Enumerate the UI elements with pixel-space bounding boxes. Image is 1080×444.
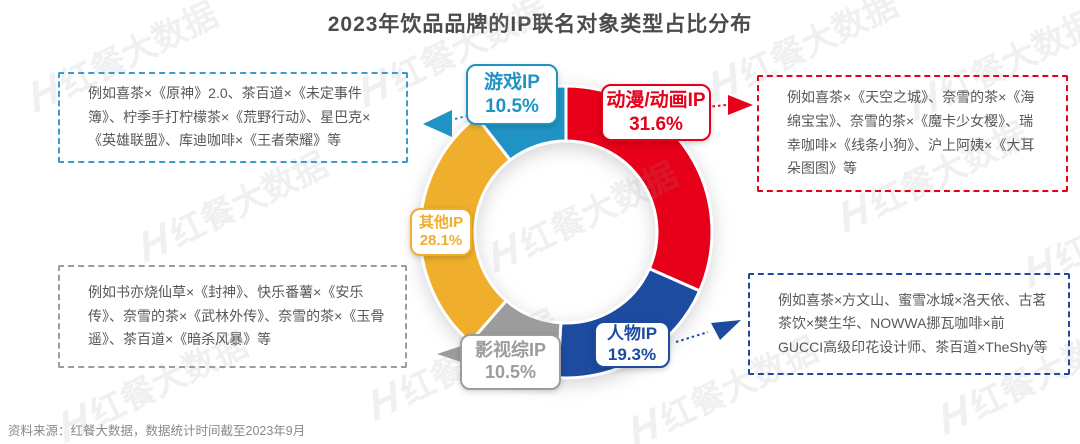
segment-label-anime: 动漫/动画IP 31.6% [601,84,711,141]
example-box-person: 例如喜茶×方文山、蜜雪冰城×洛天依、古茗茶饮×樊生华、NOWWA挪瓦咖啡×前GU… [748,273,1070,375]
example-box-game: 例如喜茶×《原神》2.0、茶百道×《未定事件簿》、柠季手打柠檬茶×《荒野行动》、… [58,72,408,163]
segment-percent: 31.6% [629,113,683,135]
segment-percent: 28.1% [419,232,463,249]
segment-name: 动漫/动画IP [606,90,706,112]
example-text: 例如书亦烧仙草×《封神》、快乐番薯×《安乐传》、奈雪的茶×《武林外传》、奈雪的茶… [88,284,385,348]
segment-name: 影视综IP [474,340,546,361]
example-box-film: 例如书亦烧仙草×《封神》、快乐番薯×《安乐传》、奈雪的茶×《武林外传》、奈雪的茶… [58,265,407,368]
watermark-logo-icon: H [934,384,974,444]
example-text: 例如喜茶×方文山、蜜雪冰城×洛天依、古茗茶饮×樊生华、NOWWA挪瓦咖啡×前GU… [778,291,1048,355]
segment-label-person: 人物IP 19.3% [594,321,670,368]
segment-name: 人物IP [606,323,658,343]
segment-name: 其他IP [418,213,464,231]
segment-label-game: 游戏IP 10.5% [466,64,558,125]
segment-percent: 10.5% [485,95,539,117]
watermark-logo-icon: H [364,370,404,431]
segment-percent: 10.5% [484,362,537,382]
example-text: 例如喜茶×《原神》2.0、茶百道×《未定事件簿》、柠季手打柠檬茶×《荒野行动》、… [88,85,371,149]
segment-label-film: 影视综IP 10.5% [460,334,561,390]
segment-percent: 19.3% [607,344,657,364]
segment-name: 游戏IP [484,72,540,94]
watermark-logo-icon: H [624,397,664,444]
example-text: 例如喜茶×《天空之城》、奈雪的茶×《海绵宝宝》、奈雪的茶×《魔卡少女樱》、瑞幸咖… [787,89,1035,177]
source-note: 资料来源：红餐大数据，数据统计时间截至2023年9月 [8,424,306,438]
example-box-anime: 例如喜茶×《天空之城》、奈雪的茶×《海绵宝宝》、奈雪的茶×《魔卡少女樱》、瑞幸咖… [757,75,1068,192]
chart-title: 2023年饮品品牌的IP联名对象类型占比分布 [327,13,753,36]
segment-label-other: 其他IP 28.1% [410,208,472,256]
